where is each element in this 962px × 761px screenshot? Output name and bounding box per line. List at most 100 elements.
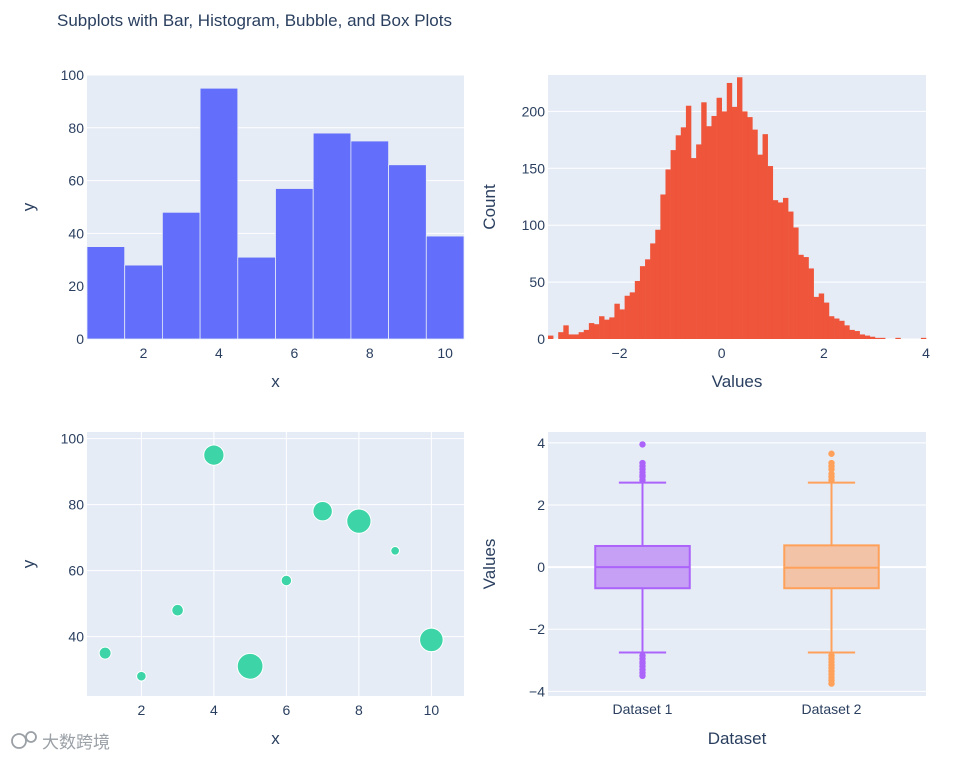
box-outlier (828, 459, 835, 467)
histogram-bin (563, 325, 569, 339)
x-tick-label: 0 (718, 345, 726, 361)
y-tick-label: 60 (68, 563, 84, 579)
histogram-bin (721, 111, 728, 340)
x-tick-label: 6 (290, 345, 298, 361)
x-tick-label: 4 (922, 345, 930, 361)
histogram-bin (609, 317, 615, 339)
histogram-bin (578, 332, 585, 339)
histogram-bin (604, 319, 610, 339)
histogram-subplot: 0 50 100 150 200 −2 0 2 4 Values Count (480, 75, 930, 391)
histogram-bin (752, 129, 758, 339)
histogram-bin (634, 280, 641, 339)
histogram-bin (660, 194, 666, 339)
histogram-bin (895, 337, 901, 339)
x-tick-label: 2 (820, 345, 828, 361)
histogram-bin (675, 135, 682, 339)
watermark-logo-icon (11, 733, 27, 749)
histogram-bin (726, 82, 733, 339)
histogram-series (548, 77, 927, 340)
histogram-bin (588, 323, 595, 339)
histogram-bin (711, 115, 717, 339)
y-tick-label: 4 (537, 435, 545, 451)
histogram-bin (839, 320, 845, 339)
bubble-point (390, 545, 400, 556)
watermark-logo-icon-2 (25, 731, 37, 743)
bubble-series (98, 444, 444, 682)
x-tick-label: Dataset 2 (802, 701, 862, 717)
figure-title: Subplots with Bar, Histogram, Bubble, an… (57, 11, 452, 30)
y-tick-label: 100 (61, 431, 85, 447)
histogram-bin (665, 169, 671, 339)
bar (161, 211, 201, 340)
histogram-bin (828, 316, 835, 339)
histogram-bin (558, 332, 564, 339)
plot-area (87, 432, 464, 696)
y-tick-label: 80 (68, 497, 84, 513)
y-tick-label: −2 (529, 621, 545, 637)
x-tick-label: 2 (140, 345, 148, 361)
histogram-bin (568, 334, 574, 339)
y-tick-label: 2 (537, 497, 545, 513)
bubble-point (280, 574, 293, 587)
bubble-point (203, 444, 225, 466)
histogram-bin (624, 295, 631, 339)
y-axis-title: y (19, 202, 38, 211)
histogram-bin (599, 316, 605, 339)
histogram-bin (716, 97, 722, 339)
histogram-bin (762, 134, 768, 339)
histogram-bin (757, 154, 763, 339)
histogram-bin (742, 111, 748, 340)
y-axis-title: Count (480, 184, 499, 230)
histogram-bin (691, 158, 697, 339)
histogram-bin (788, 211, 794, 339)
histogram-bin (548, 335, 554, 339)
histogram-bin (701, 102, 707, 339)
bar (312, 132, 352, 340)
y-tick-label: 60 (68, 173, 84, 189)
histogram-bin (737, 77, 743, 339)
histogram-bin (803, 257, 809, 339)
histogram-bin (747, 117, 753, 339)
box-subplot: −4 −2 0 2 4 Dataset 1 Dataset 2 Dataset Values (480, 432, 926, 748)
bubble-point (98, 646, 112, 660)
histogram-bin (813, 296, 820, 339)
bar-subplot: 0 20 40 60 80 100 2 4 6 8 10 x y (19, 67, 465, 391)
y-axis-title: y (19, 559, 38, 568)
histogram-bin (880, 337, 886, 339)
histogram-bin (920, 337, 927, 339)
x-tick-label: 10 (437, 345, 453, 361)
bubble-point (312, 500, 333, 522)
histogram-bin (629, 292, 636, 339)
histogram-bin (844, 325, 850, 339)
histogram-bin (808, 268, 814, 339)
box-outlier (828, 680, 835, 687)
histogram-bin (639, 266, 646, 339)
histogram-bin (854, 331, 860, 339)
x-tick-label: 10 (424, 702, 440, 718)
histogram-bin (777, 202, 784, 339)
histogram-bin (834, 318, 840, 339)
histogram-bin (593, 324, 600, 339)
x-tick-label: 2 (137, 702, 145, 718)
box-outlier (828, 470, 835, 478)
histogram-bin (645, 259, 651, 339)
histogram-bin (706, 126, 712, 339)
histogram-bin (685, 105, 692, 339)
bar (237, 256, 276, 340)
histogram-bin (823, 302, 830, 339)
histogram-bin (731, 106, 738, 340)
histogram-bin (772, 200, 779, 339)
histogram-bin (680, 127, 687, 340)
x-tick-label: 4 (215, 345, 223, 361)
box-outlier (639, 459, 646, 467)
bar (388, 164, 427, 340)
bar (86, 246, 126, 340)
bar (124, 264, 163, 340)
x-tick-label: Dataset 1 (613, 701, 673, 717)
histogram-bin (874, 337, 881, 339)
histogram-bin (583, 329, 590, 339)
y-tick-label: 100 (522, 217, 546, 233)
x-tick-label: 8 (366, 345, 374, 361)
y-tick-label: 40 (68, 225, 84, 241)
y-tick-label: 20 (68, 278, 84, 294)
